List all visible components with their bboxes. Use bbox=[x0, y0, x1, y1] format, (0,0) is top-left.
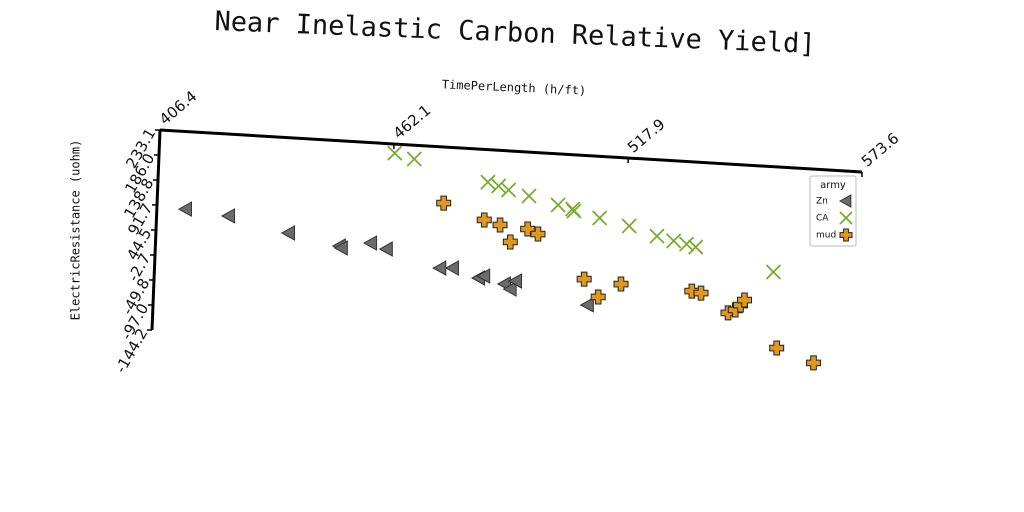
marker-plus bbox=[436, 195, 452, 211]
marker-plus bbox=[576, 271, 592, 287]
x-tick-label: 573.6 bbox=[858, 129, 902, 170]
marker-triangle bbox=[502, 281, 517, 297]
marker-plus bbox=[590, 289, 606, 305]
legend: army Zn CA mud bbox=[809, 175, 857, 247]
marker-x bbox=[678, 236, 695, 252]
marker-plus bbox=[613, 276, 629, 292]
x-axis-label: TimePerLength (h/ft) bbox=[442, 77, 587, 97]
marker-triangle bbox=[378, 241, 393, 257]
marker-triangle bbox=[362, 235, 378, 251]
marker-x bbox=[500, 182, 517, 198]
marker-x bbox=[521, 188, 537, 204]
marker-x bbox=[387, 145, 403, 161]
chart-title: Near Inelastic Carbon Relative Yield] bbox=[214, 6, 816, 60]
marker-plus bbox=[492, 217, 508, 233]
marker-x bbox=[566, 203, 582, 219]
legend-label: CA bbox=[816, 214, 829, 224]
x-tick-label: 517.9 bbox=[624, 115, 668, 156]
legend-label: mud bbox=[816, 231, 836, 241]
marker-x bbox=[480, 174, 496, 190]
x-tick-label: 406.4 bbox=[156, 87, 200, 128]
marker-x bbox=[649, 228, 665, 244]
marker-x bbox=[688, 239, 704, 255]
marker-plus bbox=[839, 228, 853, 242]
marker-x bbox=[839, 211, 853, 225]
legend-label: Zn bbox=[816, 197, 828, 207]
y-axis-label: ElectricResistance (uohm) bbox=[69, 140, 83, 321]
marker-triangle bbox=[444, 260, 459, 276]
marker-triangle bbox=[280, 225, 295, 241]
marker-triangle bbox=[838, 194, 852, 208]
marker-plus bbox=[520, 221, 536, 237]
marker-x bbox=[550, 197, 566, 213]
marker-plus bbox=[502, 234, 518, 250]
marker-plus bbox=[693, 285, 709, 301]
marker-x bbox=[666, 233, 682, 249]
x-axis-line bbox=[159, 128, 863, 174]
x-tick-label: 462.1 bbox=[390, 101, 434, 142]
marker-x bbox=[765, 264, 782, 280]
marker-plus bbox=[530, 226, 546, 242]
marker-triangle bbox=[507, 273, 523, 289]
marker-plus bbox=[806, 355, 822, 371]
marker-triangle bbox=[432, 260, 447, 276]
marker-triangle bbox=[333, 240, 348, 256]
marker-x bbox=[621, 218, 637, 234]
marker-x bbox=[592, 210, 608, 226]
legend-title: army bbox=[820, 180, 846, 191]
marker-x bbox=[491, 178, 507, 194]
marker-plus bbox=[684, 283, 700, 299]
marker-plus bbox=[476, 212, 492, 228]
marker-plus bbox=[769, 340, 785, 356]
marker-x bbox=[406, 151, 422, 167]
marker-triangle bbox=[476, 268, 491, 284]
marker-plus bbox=[737, 292, 753, 308]
marker-triangle bbox=[177, 201, 192, 217]
marker-triangle bbox=[220, 208, 236, 224]
marker-triangle bbox=[579, 297, 594, 313]
